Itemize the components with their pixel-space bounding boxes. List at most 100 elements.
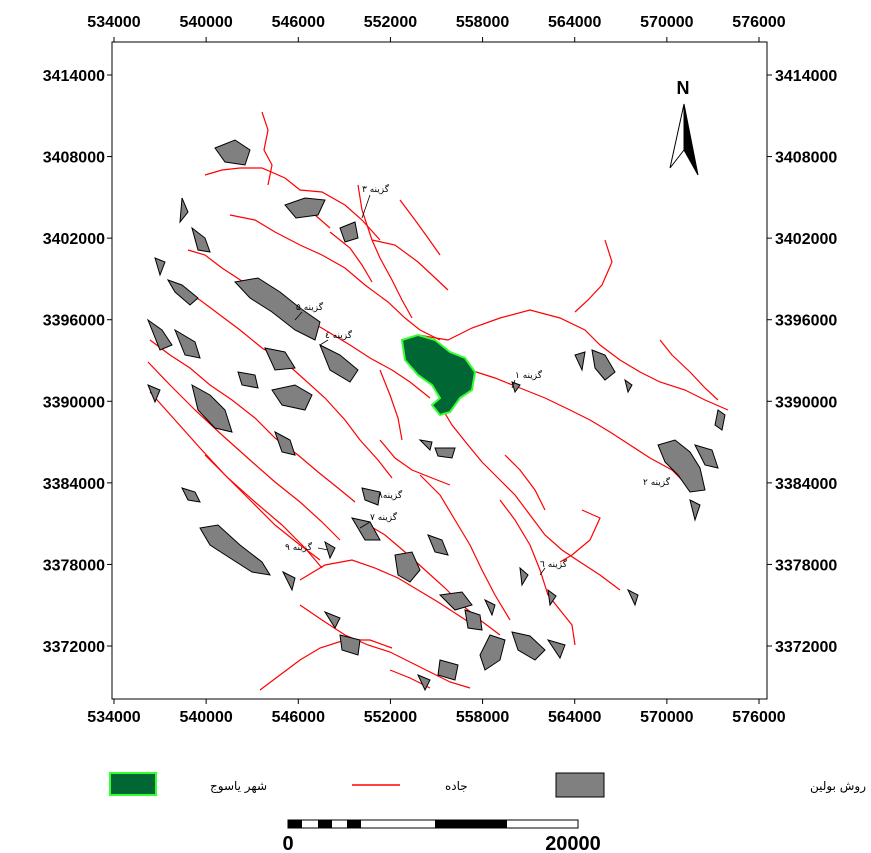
y-tick-label-right: 3384000 [775,476,837,493]
x-tick-label-bottom: 576000 [732,709,785,726]
candidate-area [689,499,701,522]
option-label: گزینه ۲ [643,476,671,488]
candidate-area [626,588,639,607]
candidate-area [191,226,211,253]
candidate-area [234,277,321,341]
x-tick-label-top: 552000 [364,14,417,31]
x-tick-label-bottom: 558000 [456,709,509,726]
candidate-area [479,634,506,671]
legend-road-label: جاده [445,779,468,793]
road [379,439,451,486]
candidate-area [361,487,381,506]
option-labels: گزینه ۱ گزینه ۲ گزینه ۳ گزینه ٤ گزینه ۵ … [285,183,671,576]
y-tick-label-right: 3390000 [775,394,837,411]
candidate-area [214,139,251,166]
city-area [400,333,477,417]
candidate-area [281,570,296,592]
north-label: N [677,78,690,98]
candidate-area [624,378,633,394]
road [179,289,393,479]
road [229,214,441,341]
option-label: گزینه ۹ [285,541,313,553]
option-label: گزینه ٤ [325,329,353,341]
candidate-area [274,430,296,456]
road [659,339,719,401]
option-label: گزینه ٦ [540,558,568,570]
y-tick-label-left: 3414000 [43,68,105,85]
candidate-area [574,351,586,372]
candidate-area [394,551,421,583]
x-tick-label-top: 546000 [272,14,325,31]
y-tick-label-right: 3396000 [775,313,837,330]
candidate-area [418,439,433,451]
candidate-area [438,591,473,611]
road [504,454,546,511]
candidate-area [173,328,201,359]
candidate-area [714,409,726,431]
x-tick-label-bottom: 546000 [272,709,325,726]
candidate-area [511,381,521,394]
option-label: گزینه ۱ [515,369,543,381]
candidate-area [464,609,483,631]
option-label: گزینه ۵ [296,301,324,313]
option-label: گزینه ۳ [362,183,390,195]
road [299,559,479,629]
candidate-area [437,659,459,681]
y-tick-label-left: 3402000 [43,231,105,248]
y-tick-label-left: 3408000 [43,150,105,167]
legend: شهر یاسوج جاده گزینه های منتخب با روش بو… [109,772,871,798]
x-tick-label-bottom: 552000 [364,709,417,726]
candidate-area [657,439,706,493]
road [379,369,403,441]
road-network [147,111,729,691]
road [439,404,621,591]
road [147,361,341,541]
y-tick-label-right: 3402000 [775,231,837,248]
candidate-area [146,318,173,351]
candidate-area [339,634,361,656]
candidate-area [350,517,381,541]
road [204,454,323,569]
road [259,639,393,691]
candidate-area [199,524,272,576]
candidate-areas [146,139,726,692]
candidate-area [434,447,456,459]
y-tick-label-left: 3396000 [43,313,105,330]
road [574,239,613,313]
candidate-area [166,279,199,306]
y-tick-label-left: 3384000 [43,476,105,493]
x-tick-label-top: 570000 [640,14,693,31]
road [299,604,471,689]
road [419,474,511,621]
x-tick-label-bottom: 540000 [179,709,232,726]
y-tick-label-right: 3414000 [775,68,837,85]
road [469,369,691,489]
candidate-area [319,343,359,383]
candidate-area [284,197,326,219]
y-tick-label-left: 3372000 [43,639,105,656]
candidate-area [547,588,557,607]
candidate-area [591,349,616,381]
candidate-area [417,674,431,692]
y-tick-label-right: 3408000 [775,150,837,167]
legend-candidate-swatch [555,772,605,798]
road [559,509,601,563]
road [357,184,413,319]
north-arrow: N [669,78,699,176]
y-tick-label-right: 3372000 [775,639,837,656]
candidate-area [519,566,529,587]
x-tick-label-top: 534000 [87,14,140,31]
x-tick-label-top: 558000 [456,14,509,31]
x-tick-label-bottom: 564000 [548,709,601,726]
candidate-area [237,371,259,389]
y-tick-label-right: 3378000 [775,557,837,574]
road [149,391,321,561]
x-tick-label-bottom: 570000 [640,709,693,726]
candidate-area [483,598,496,617]
scale-start-label: 0 [282,833,293,853]
legend-city-swatch [109,772,157,796]
x-tick-label-bottom: 534000 [87,709,140,726]
candidate-area [323,610,341,630]
option-label: گزینه۸ [378,489,403,501]
